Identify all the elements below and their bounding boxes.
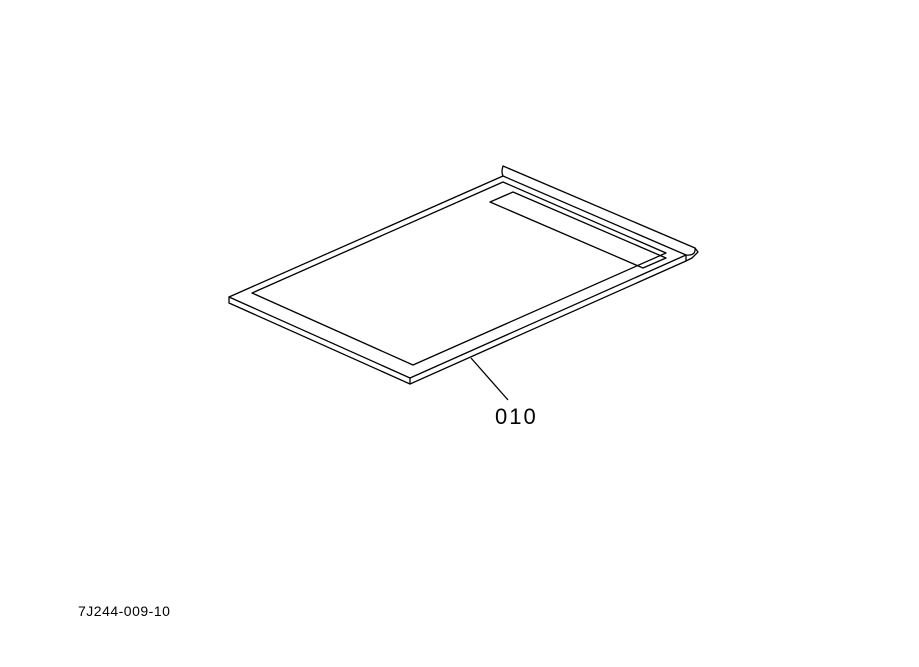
callout-leader <box>471 358 508 400</box>
part-outline <box>502 166 695 255</box>
part-drawing <box>0 0 919 667</box>
part-outline <box>490 192 666 268</box>
part-outline <box>229 297 410 384</box>
part-outline <box>410 255 686 384</box>
drawing-number: 7J244-009-10 <box>78 603 170 619</box>
diagram-canvas: 010 7J244-009-10 <box>0 0 919 667</box>
part-outline <box>229 176 686 378</box>
callout-label-010: 010 <box>495 404 538 430</box>
